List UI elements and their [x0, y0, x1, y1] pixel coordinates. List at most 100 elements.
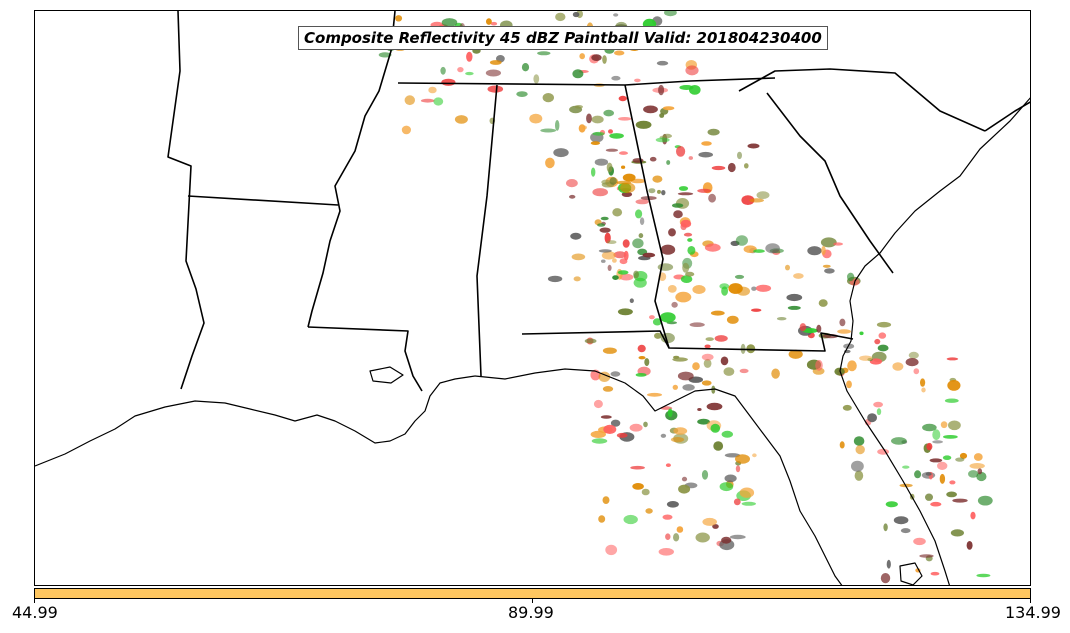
paintball-blob: [657, 263, 674, 271]
paintball-blob: [601, 259, 606, 263]
arkansas-louisiana-border: [167, 11, 205, 390]
louisiana-mississippi-border: [307, 326, 423, 392]
paintball-blob: [673, 210, 683, 219]
paintball-blob: [579, 53, 585, 60]
paintball-blob: [610, 371, 621, 377]
paintball-blob: [786, 293, 803, 302]
paintball-blob: [942, 455, 952, 461]
paintball-blob: [642, 252, 656, 258]
paintball-blob: [676, 526, 684, 533]
paintball-blob: [977, 495, 993, 506]
paintball-blob: [878, 332, 887, 339]
paintball-blob: [744, 163, 749, 169]
paintball-blob: [680, 275, 693, 283]
paintball-blob: [635, 199, 649, 205]
paintball-blob: [677, 371, 694, 381]
paintball-blob: [676, 146, 686, 157]
paintball-blob: [675, 291, 692, 303]
paintball-blob: [457, 67, 464, 73]
paintball-blob: [643, 421, 648, 428]
paintball-blob: [664, 11, 677, 17]
paintball-blob: [591, 167, 596, 177]
paintball-blob: [922, 423, 937, 432]
paintball-blob: [966, 541, 973, 550]
paintball-blob: [708, 193, 716, 203]
map-title: Composite Reflectivity 45 dBZ Paintball …: [298, 26, 828, 50]
paintball-blob: [952, 498, 968, 503]
atlantic-coast: [839, 97, 1030, 585]
paintball-blob: [592, 188, 608, 197]
paintball-blob: [629, 298, 634, 304]
paintball-blob: [600, 415, 612, 419]
paintball-blob: [913, 537, 926, 546]
paintball-blob: [673, 533, 680, 542]
paintball-blob: [697, 188, 712, 193]
paintball-blob: [704, 243, 721, 252]
paintball-blob: [666, 501, 679, 508]
paintball-blob: [612, 208, 623, 217]
paintball-blob: [454, 115, 468, 124]
paintball-blob: [670, 437, 685, 443]
paintball-blob: [618, 95, 627, 102]
paintball-blob: [948, 420, 961, 431]
paintball-blob: [839, 441, 845, 449]
paintball-blob: [685, 65, 699, 76]
paintball-blob: [649, 156, 657, 162]
paintball-blob: [486, 18, 492, 25]
paintball-blob: [920, 378, 926, 387]
paintball-blob: [847, 272, 855, 282]
paintball-blob: [629, 423, 643, 432]
paintball-blob: [729, 534, 746, 540]
paintball-blob: [671, 203, 684, 208]
paintball-blob: [672, 384, 678, 390]
paintball-blob: [643, 105, 658, 114]
paintball-blob: [876, 408, 882, 416]
paintball-blob: [892, 362, 904, 371]
paintball-blob: [680, 219, 692, 228]
paintball-blob: [846, 380, 852, 389]
paintball-blob: [574, 105, 583, 109]
paintball-blob: [925, 472, 932, 476]
paintball-blob: [721, 536, 732, 544]
mississippi-alabama-border: [476, 84, 498, 377]
paintball-blob: [428, 86, 437, 94]
paintball-blob: [818, 299, 828, 307]
paintball-blob: [622, 239, 630, 248]
paintball-blob: [702, 517, 717, 526]
paintball-blob: [874, 338, 881, 345]
paintball-blob: [969, 463, 985, 469]
paintball-blob: [710, 310, 725, 316]
paintball-blob: [970, 511, 976, 520]
paintball-blob: [638, 233, 644, 239]
paintball-blob: [441, 78, 456, 86]
paintball-blob: [711, 165, 726, 171]
paintball-blob: [652, 318, 662, 326]
paintball-blob: [547, 275, 563, 283]
paintball-blob: [735, 454, 750, 464]
paintball-blob: [973, 453, 983, 461]
paintball-blob: [584, 338, 597, 344]
paintball-blob: [932, 429, 941, 441]
paintball-blob: [739, 487, 755, 498]
paintball-blob: [621, 191, 633, 197]
paintball-blob: [821, 245, 826, 256]
paintball-blob: [914, 470, 922, 479]
paintball-blob: [698, 151, 713, 158]
paintball-blob: [802, 328, 818, 334]
paintball-blob: [618, 117, 632, 121]
paintball-blob: [929, 458, 943, 463]
paintball-blob: [660, 433, 667, 438]
paintball-blob: [572, 69, 584, 79]
colorbar-label-mid: 89.99: [508, 603, 554, 622]
paintball-blob: [420, 98, 435, 103]
paintball-blob: [658, 84, 665, 96]
paintball-blob: [678, 484, 691, 494]
paintball-blob: [622, 173, 636, 182]
paintball-blob: [635, 373, 647, 377]
paintball-blob: [605, 148, 619, 152]
paintball-blob: [614, 50, 625, 56]
paintball-blob: [620, 182, 636, 194]
paintball-blob: [489, 60, 502, 65]
paintball-blob: [656, 60, 669, 66]
paintball-blob: [739, 368, 749, 374]
